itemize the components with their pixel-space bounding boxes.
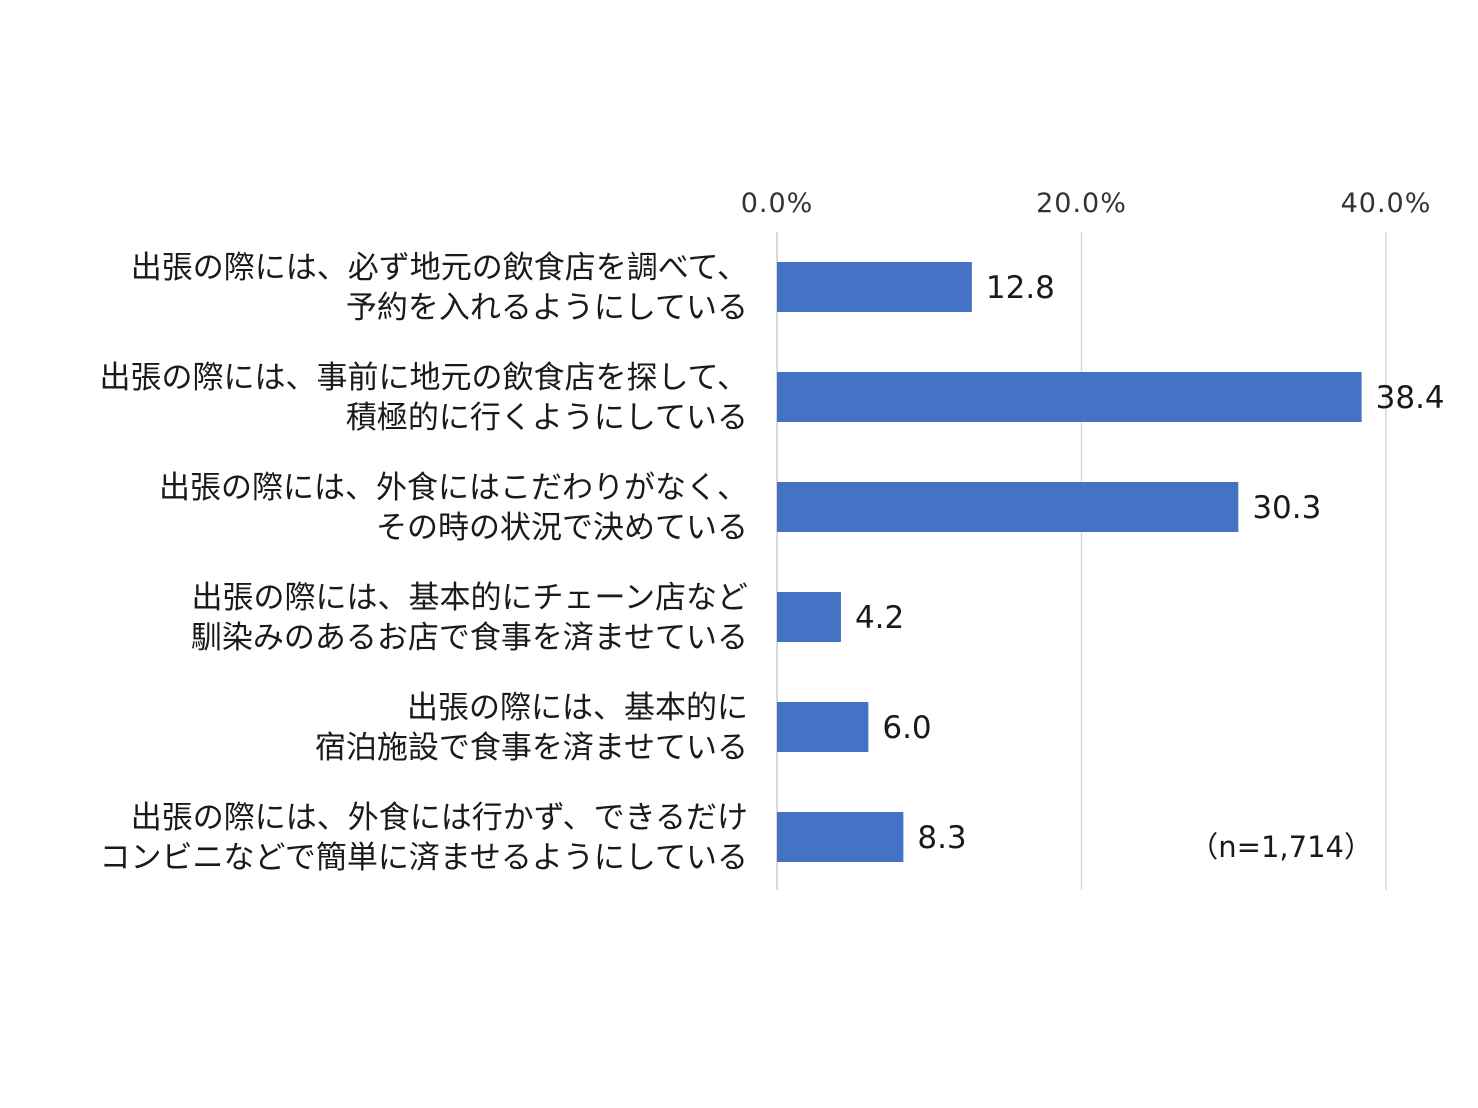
- category-label-line: コンビニなどで簡単に済ませるようにしている: [99, 840, 748, 876]
- category-label: 出張の際には、基本的に宿泊施設で食事を済ませている: [315, 690, 748, 766]
- category-label-line: 出張の際には、事前に地元の飲食店を探して、: [99, 360, 748, 396]
- category-label-line: 宿泊施設で食事を済ませている: [315, 730, 748, 766]
- bar: [777, 262, 972, 312]
- value-labels: 12.8 38.4 30.3 4.2 6.0 8.3: [855, 270, 1445, 856]
- bar: [777, 482, 1239, 532]
- category-label-line: 出張の際には、基本的に: [407, 690, 748, 726]
- bar: [777, 372, 1362, 422]
- category-label-line: 積極的に行くようにしている: [346, 400, 748, 436]
- bars: [777, 262, 1362, 862]
- value-label: 4.2: [855, 600, 904, 636]
- value-label: 30.3: [1252, 490, 1321, 526]
- category-label-line: 出張の際には、外食には行かず、できるだけ: [131, 800, 748, 836]
- value-label: 38.4: [1376, 380, 1445, 416]
- gridlines: [776, 232, 1387, 890]
- category-label-line: 出張の際には、必ず地元の飲食店を調べて、: [131, 250, 748, 286]
- value-label: 8.3: [917, 820, 966, 856]
- bar: [777, 812, 904, 862]
- category-label-line: その時の状況で決めている: [376, 510, 748, 546]
- category-label: 出張の際には、必ず地元の飲食店を調べて、予約を入れるようにしている: [131, 250, 748, 326]
- category-label: 出張の際には、外食には行かず、できるだけコンビニなどで簡単に済ませるようにしてい…: [99, 800, 748, 876]
- category-label: 出張の際には、外食にはこだわりがなく、その時の状況で決めている: [159, 470, 748, 546]
- value-label: 6.0: [882, 710, 931, 746]
- x-tick-label: 0.0%: [741, 188, 814, 219]
- category-label-line: 予約を入れるようにしている: [346, 290, 748, 326]
- bar: [777, 592, 841, 642]
- category-labels: 出張の際には、必ず地元の飲食店を調べて、予約を入れるようにしている出張の際には、…: [99, 250, 748, 876]
- category-label-line: 馴染みのあるお店で食事を済ませている: [191, 620, 748, 656]
- bar: [777, 702, 869, 752]
- x-axis-ticks: 0.0% 20.0% 40.0%: [741, 188, 1432, 219]
- value-label: 12.8: [986, 270, 1055, 306]
- category-label: 出張の際には、事前に地元の飲食店を探して、積極的に行くようにしている: [99, 360, 748, 436]
- category-label-line: 出張の際には、基本的にチェーン店など: [192, 580, 748, 616]
- x-tick-label: 20.0%: [1036, 188, 1127, 219]
- x-tick-label: 40.0%: [1341, 188, 1432, 219]
- sample-size-note: （n=1,714）: [1189, 830, 1373, 864]
- category-label: 出張の際には、基本的にチェーン店など馴染みのあるお店で食事を済ませている: [191, 580, 748, 656]
- category-label-line: 出張の際には、外食にはこだわりがなく、: [159, 470, 748, 506]
